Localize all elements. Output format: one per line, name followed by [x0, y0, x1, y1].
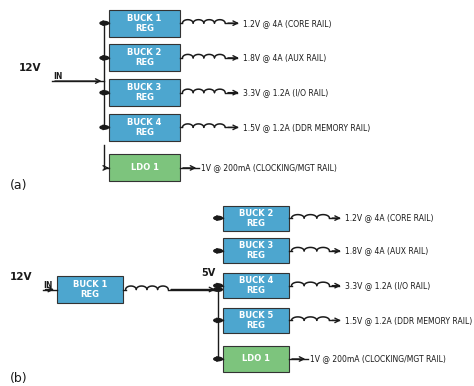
Text: LDO 1: LDO 1 — [242, 354, 270, 364]
Circle shape — [100, 56, 109, 59]
Circle shape — [214, 249, 222, 252]
Text: 5V: 5V — [201, 268, 216, 278]
Text: 1V @ 200mA (CLOCKING/MGT RAIL): 1V @ 200mA (CLOCKING/MGT RAIL) — [310, 354, 447, 364]
Text: BUCK 2
REG: BUCK 2 REG — [239, 208, 273, 228]
Text: LDO 1: LDO 1 — [130, 163, 159, 173]
FancyBboxPatch shape — [109, 154, 180, 181]
FancyBboxPatch shape — [109, 44, 180, 71]
Text: 12V: 12V — [9, 272, 32, 282]
Text: IN: IN — [53, 72, 63, 81]
Text: BUCK 4
REG: BUCK 4 REG — [239, 276, 273, 295]
Text: IN: IN — [44, 281, 53, 290]
Text: 3.3V @ 1.2A (I/O RAIL): 3.3V @ 1.2A (I/O RAIL) — [243, 88, 328, 97]
Text: 1.2V @ 4A (CORE RAIL): 1.2V @ 4A (CORE RAIL) — [243, 19, 332, 28]
Circle shape — [214, 357, 222, 361]
Text: 1V @ 200mA (CLOCKING/MGT RAIL): 1V @ 200mA (CLOCKING/MGT RAIL) — [201, 163, 337, 173]
Circle shape — [100, 125, 109, 129]
Text: 12V: 12V — [19, 63, 41, 73]
FancyBboxPatch shape — [223, 308, 289, 333]
Circle shape — [100, 21, 109, 25]
FancyBboxPatch shape — [223, 273, 289, 298]
Text: BUCK 4
REG: BUCK 4 REG — [128, 118, 162, 137]
Text: 1.2V @ 4A (CORE RAIL): 1.2V @ 4A (CORE RAIL) — [345, 213, 434, 223]
Text: (b): (b) — [9, 372, 27, 385]
Text: BUCK 1
REG: BUCK 1 REG — [128, 14, 162, 33]
Circle shape — [214, 216, 222, 220]
FancyBboxPatch shape — [57, 276, 123, 303]
Circle shape — [100, 91, 109, 95]
Circle shape — [214, 284, 222, 287]
Text: 1.5V @ 1.2A (DDR MEMORY RAIL): 1.5V @ 1.2A (DDR MEMORY RAIL) — [345, 316, 472, 325]
FancyBboxPatch shape — [109, 10, 180, 37]
Circle shape — [214, 319, 222, 322]
Text: BUCK 5
REG: BUCK 5 REG — [239, 311, 273, 330]
Text: BUCK 3
REG: BUCK 3 REG — [239, 241, 273, 261]
FancyBboxPatch shape — [109, 114, 180, 141]
Text: BUCK 3
REG: BUCK 3 REG — [128, 83, 162, 102]
Text: 1.5V @ 1.2A (DDR MEMORY RAIL): 1.5V @ 1.2A (DDR MEMORY RAIL) — [243, 123, 370, 132]
FancyBboxPatch shape — [223, 238, 289, 263]
Text: 3.3V @ 1.2A (I/O RAIL): 3.3V @ 1.2A (I/O RAIL) — [345, 281, 430, 290]
Text: 1.8V @ 4A (AUX RAIL): 1.8V @ 4A (AUX RAIL) — [345, 246, 428, 256]
Text: (a): (a) — [9, 179, 27, 192]
Text: BUCK 1
REG: BUCK 1 REG — [73, 280, 107, 299]
FancyBboxPatch shape — [223, 205, 289, 231]
FancyBboxPatch shape — [223, 347, 289, 371]
FancyBboxPatch shape — [109, 79, 180, 106]
Text: BUCK 2
REG: BUCK 2 REG — [128, 48, 162, 68]
Text: 1.8V @ 4A (AUX RAIL): 1.8V @ 4A (AUX RAIL) — [243, 53, 327, 63]
Circle shape — [214, 288, 222, 291]
